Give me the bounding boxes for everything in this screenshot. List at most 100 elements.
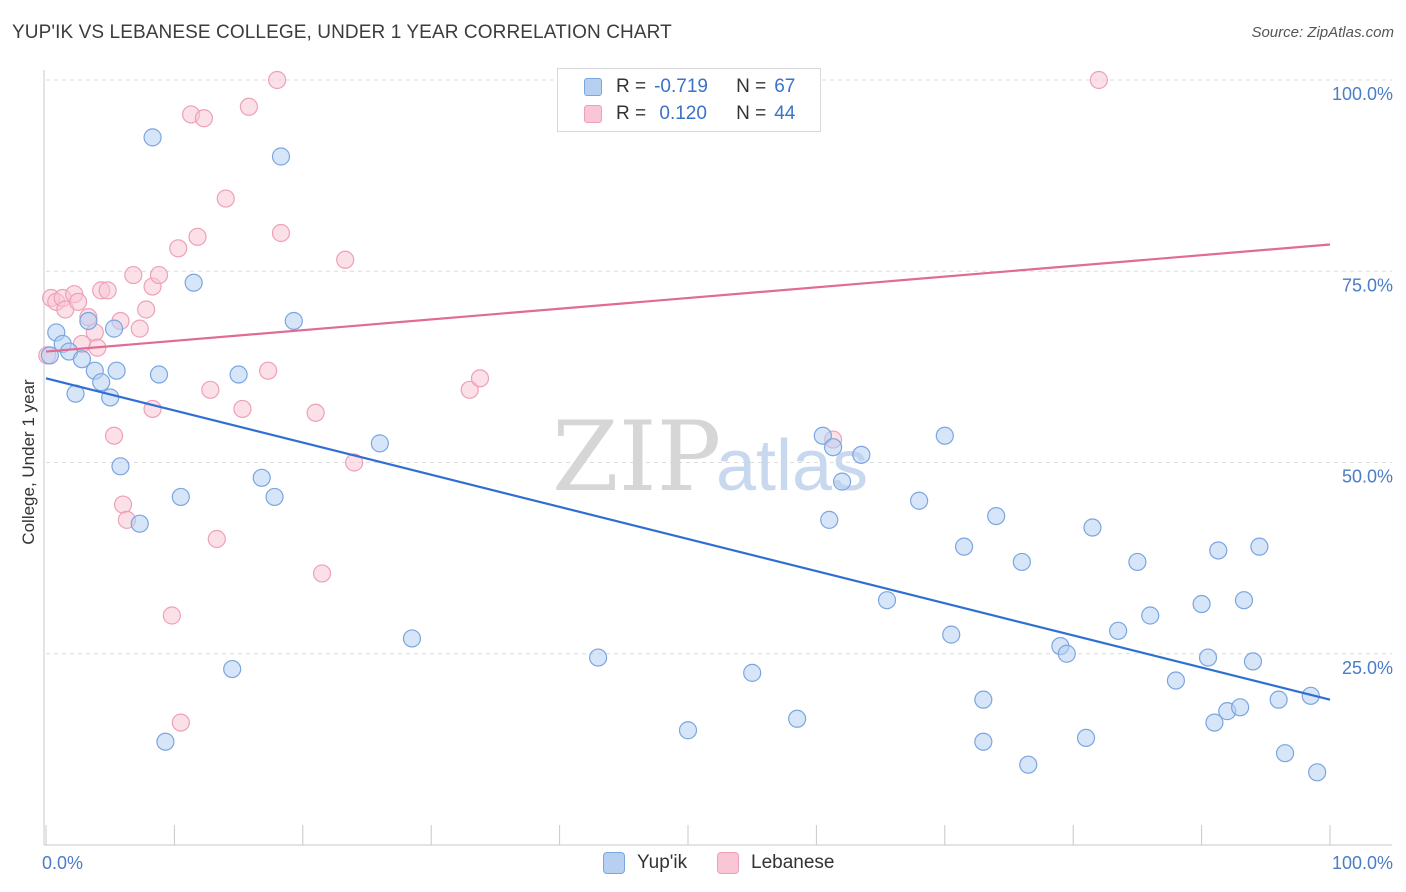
correlation-legend: R = -0.719 N = 67 R = 0.120 N = 44 <box>557 68 821 132</box>
yupik-point <box>935 426 954 445</box>
axes <box>43 70 1392 846</box>
yupik-point <box>402 629 422 648</box>
lebanese-point <box>171 713 190 732</box>
lebanese-point <box>216 189 235 208</box>
gridlines <box>46 79 1392 655</box>
yupik-point <box>678 721 698 740</box>
legend-r-label: R = <box>616 76 647 97</box>
yupik-point <box>1141 606 1160 625</box>
yupik-point <box>1275 744 1295 763</box>
yupik-point <box>942 625 961 644</box>
lebanese-point <box>201 380 220 399</box>
legend-n-value: 67 <box>774 76 796 97</box>
yupik-points <box>40 128 1327 782</box>
yupik-point <box>143 128 162 147</box>
yupik-point <box>265 487 284 507</box>
x-tick-label: 0.0% <box>42 853 83 873</box>
yupik-point <box>877 591 897 610</box>
lebanese-point <box>239 97 258 116</box>
yupik-point <box>974 690 993 709</box>
yupik-point <box>252 468 271 487</box>
yupik-point <box>72 350 92 369</box>
lebanese-point <box>124 265 143 285</box>
lebanese-point <box>130 319 149 338</box>
lebanese-point <box>113 495 133 514</box>
yupik-point <box>1012 552 1031 572</box>
yupik-point <box>1269 690 1288 709</box>
lebanese-point <box>98 281 117 300</box>
yupik-point <box>149 365 169 384</box>
legend-n-value: 44 <box>774 103 796 124</box>
yupik-point <box>370 434 389 453</box>
yupik-point <box>1243 652 1263 671</box>
legend-n-label: N = <box>736 76 767 97</box>
yupik-point <box>1128 552 1147 572</box>
legend-row-yupik: R = -0.719 N = 67 <box>584 74 795 100</box>
yupik-point <box>184 273 203 292</box>
yupik-point <box>1250 537 1269 556</box>
lebanese-point <box>268 70 287 90</box>
yupik-swatch <box>584 78 602 96</box>
lebanese-trend-line <box>45 243 1331 353</box>
yupik-point <box>171 487 190 507</box>
yupik-point <box>223 659 242 679</box>
yupik-point <box>271 147 291 166</box>
lebanese-swatch <box>717 852 739 874</box>
yupik-point <box>954 537 974 556</box>
source-label: Source: ZipAtlas.com <box>1251 24 1394 41</box>
lebanese-point <box>306 403 325 422</box>
lebanese-point <box>259 361 278 380</box>
yupik-point <box>1057 644 1076 663</box>
yupik-point <box>852 445 871 464</box>
watermark-zip: ZIP <box>552 401 721 513</box>
yupik-point <box>1308 763 1327 782</box>
legend-n-label: N = <box>736 103 767 124</box>
legend-r-label: R = <box>616 103 647 124</box>
series-legend-label: Yup'ik <box>637 852 688 873</box>
lebanese-point <box>68 292 88 311</box>
lebanese-point <box>188 227 207 246</box>
lebanese-point <box>312 564 332 583</box>
yupik-point <box>284 311 303 331</box>
yupik-point <box>1019 755 1038 774</box>
yupik-point <box>1076 728 1096 748</box>
lebanese-point <box>104 426 124 445</box>
yupik-point <box>111 457 130 476</box>
yupik-point <box>823 438 843 457</box>
yupik-point <box>589 648 608 667</box>
axis-labels: 25.0% 50.0% 75.0% 100.0% 0.0% 100.0% College, … <box>19 84 1393 873</box>
lebanese-point <box>345 453 364 472</box>
yupik-point <box>987 506 1006 526</box>
yupik-point <box>229 365 248 384</box>
chart-title: YUP'IK VS LEBANESE COLLEGE, UNDER 1 YEAR… <box>12 22 672 43</box>
series-legend-yupik[interactable]: Yup'ik <box>603 852 687 874</box>
lebanese-point <box>169 239 188 258</box>
yupik-trend-line <box>45 377 1331 701</box>
legend-row-lebanese: R = 0.120 N = 44 <box>584 101 795 127</box>
series-legend-lebanese[interactable]: Lebanese <box>717 852 834 874</box>
y-tick-label: 100.0% <box>1332 84 1393 104</box>
lebanese-point <box>149 265 169 285</box>
watermark: ZIP atlas <box>552 401 868 513</box>
yupik-point <box>101 388 120 407</box>
legend-r-value: 0.120 <box>654 103 707 124</box>
yupik-point <box>974 732 993 751</box>
series-legend-label: Lebanese <box>751 852 835 873</box>
yupik-point <box>832 472 852 491</box>
lebanese-point <box>1089 70 1108 90</box>
yupik-point <box>1234 591 1254 610</box>
lebanese-point <box>460 380 479 399</box>
legend-r-value: -0.719 <box>654 76 708 97</box>
trend-lines <box>45 243 1331 701</box>
lebanese-point <box>207 529 226 549</box>
y-tick-label: 50.0% <box>1342 467 1393 487</box>
yupik-point <box>1198 648 1218 667</box>
lebanese-point <box>162 606 181 625</box>
lebanese-point <box>137 300 156 319</box>
y-axis-title: College, Under 1 year <box>19 379 38 545</box>
yupik-point <box>130 514 149 533</box>
yupik-point <box>910 491 929 510</box>
y-tick-label: 75.0% <box>1342 275 1393 295</box>
yupik-point <box>1109 621 1128 640</box>
